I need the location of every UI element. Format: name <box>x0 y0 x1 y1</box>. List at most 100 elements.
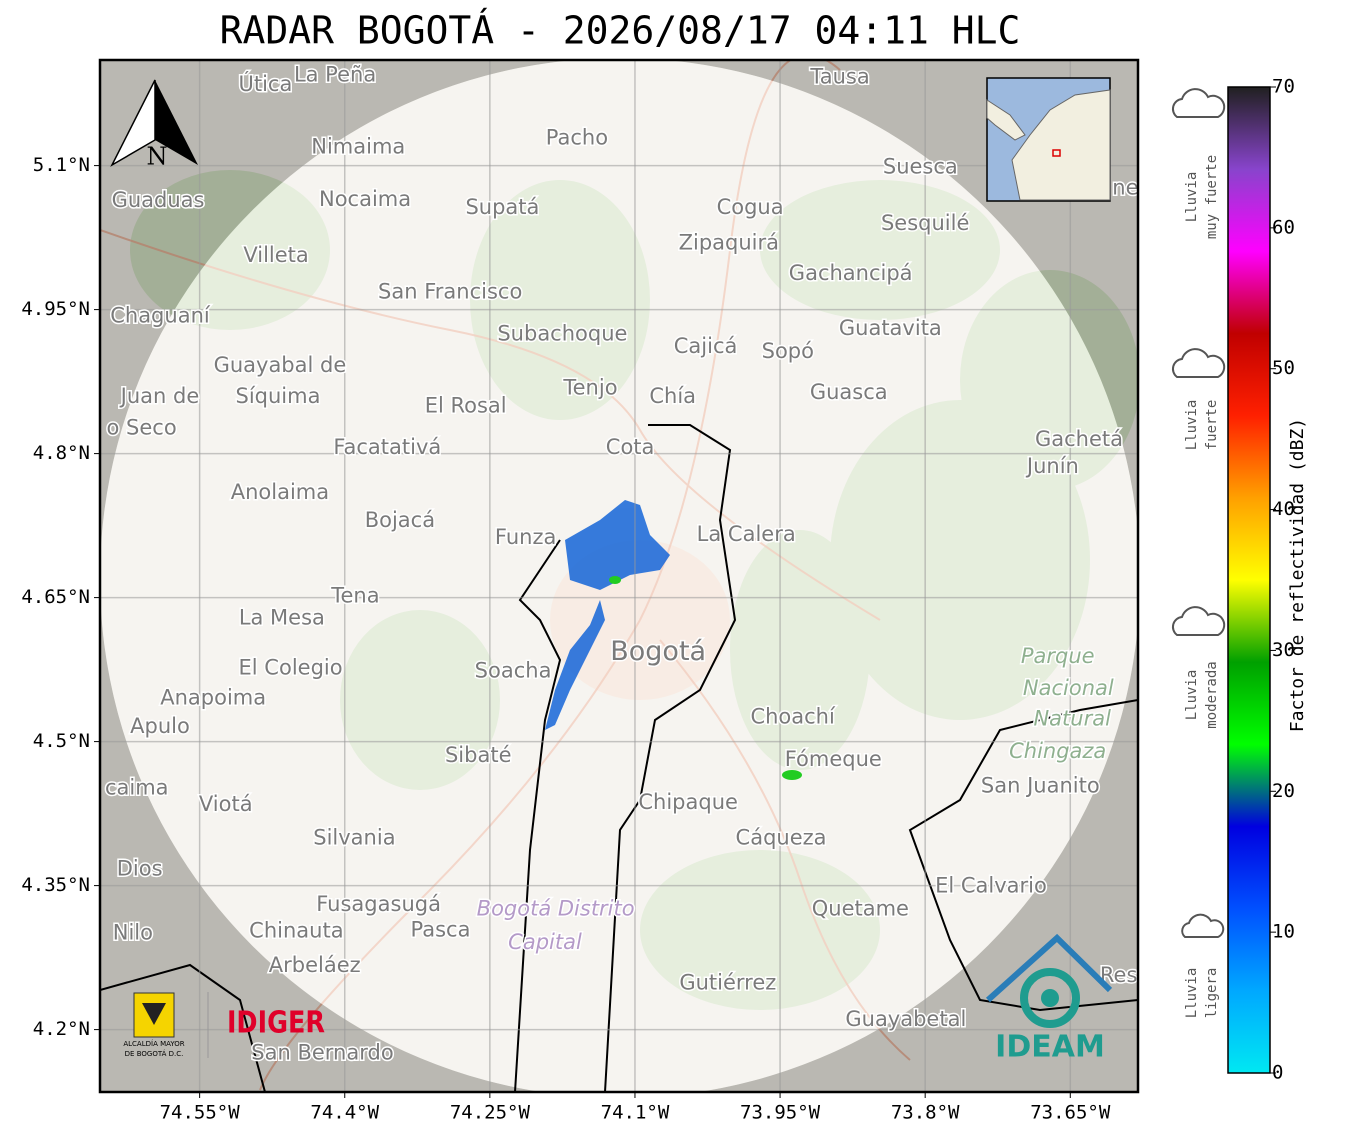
colorbar-label: Factor de reflectividad (dBZ) <box>1287 418 1308 732</box>
place-label: Gutiérrez <box>679 971 776 995</box>
place-label: Guatavita <box>839 316 942 340</box>
place-label: El Rosal <box>425 394 507 418</box>
y-tick-label: 5.1°N <box>33 154 90 176</box>
place-label: Cáqueza <box>736 826 827 850</box>
logo-text: ALCALDÍA MAYOR <box>123 1039 184 1048</box>
vegetation <box>130 170 1138 1010</box>
place-label: La Peña <box>294 62 376 86</box>
rain-label: Lluvia <box>1184 968 1200 1019</box>
colorbar-scale <box>1227 86 1271 1074</box>
basemap <box>100 60 1138 1092</box>
place-label: Arbeláez <box>269 953 361 977</box>
place-label: Parque <box>1021 644 1095 668</box>
place-label: Guayabetal <box>845 1007 966 1031</box>
place-labels: Útica La Peña Tausa Pacho Nimaima Guaduas Noca… <box>103 61 1140 1066</box>
north-label: N <box>147 143 168 171</box>
place-label: La Mesa <box>239 606 325 630</box>
place-label: Juan de <box>119 384 200 408</box>
place-label: Chipaque <box>638 790 738 814</box>
colorbar-tick-label: 50 <box>1272 357 1295 379</box>
rain-label: muy fuerte <box>1204 155 1220 239</box>
place-label: Viotá <box>199 792 253 816</box>
place-label: Bogotá <box>610 636 706 667</box>
place-label: Sibaté <box>445 743 512 767</box>
place-label: Zipaquirá <box>679 230 779 254</box>
place-label: Suesca <box>883 155 958 179</box>
place-label: Fómeque <box>785 747 882 771</box>
place-label: Gachancipá <box>789 261 913 285</box>
place-label: Anapoima <box>160 685 266 709</box>
place-label: Tenjo <box>562 375 617 399</box>
place-label: Supatá <box>465 195 539 219</box>
place-label: Funza <box>495 525 556 549</box>
grid <box>100 60 1138 1092</box>
y-tick-label: 4.95°N <box>21 298 90 320</box>
place-label: Cajicá <box>674 334 738 358</box>
x-tick-label: 73.95°W <box>740 1102 821 1124</box>
x-tick-label: 74.1°W <box>601 1102 670 1124</box>
place-label: Choachí <box>750 705 836 729</box>
x-tick-label: 74.25°W <box>450 1102 531 1124</box>
place-label: Sesquilé <box>881 211 969 235</box>
roads <box>100 60 911 1091</box>
colorbar-tick-label: 40 <box>1272 498 1295 520</box>
place-label: Soacha <box>475 659 552 683</box>
ideam-logo: IDEAM <box>985 933 1113 1065</box>
place-label: El Colegio <box>239 656 343 680</box>
colorbar-tick-label: 20 <box>1272 780 1295 802</box>
place-label: Nimaima <box>311 134 405 158</box>
logo-text: DE BOGOTÁ D.C. <box>125 1049 184 1058</box>
x-tick-label: 73.65°W <box>1030 1102 1111 1124</box>
colorbar-tick-label: 0 <box>1272 1062 1283 1084</box>
x-tick-label: 74.4°W <box>310 1102 379 1124</box>
rain-label: fuerte <box>1204 400 1220 451</box>
place-label: Pasca <box>411 918 471 942</box>
logo-text: IDIGER <box>227 1005 325 1041</box>
place-label: caima <box>105 776 169 800</box>
place-label: La Calera <box>697 522 796 546</box>
radar-echoes <box>545 500 670 730</box>
place-label: o Seco <box>107 416 177 440</box>
place-label: Facatativá <box>333 435 441 459</box>
place-label: Villeta <box>243 243 308 267</box>
place-label: Guasca <box>810 380 888 404</box>
alcaldia-logo: ALCALDÍA MAYOR DE BOGOTÁ D.C. IDIGER <box>123 992 325 1058</box>
logo-text: IDEAM <box>995 1030 1105 1065</box>
inset-map <box>986 77 1111 202</box>
y-tick-label: 4.5°N <box>33 730 90 752</box>
radar-echoes-green <box>609 576 802 780</box>
place-label: Dios <box>117 856 163 880</box>
place-label: Nacional <box>1023 676 1114 700</box>
place-label: Cota <box>606 435 655 459</box>
place-label: Guaduas <box>112 188 205 212</box>
place-label: El Calvario <box>935 874 1047 898</box>
place-label: Capital <box>508 930 582 954</box>
y-tick-label: 4.65°N <box>21 586 90 608</box>
colorbar-tick-label: 70 <box>1272 76 1295 98</box>
place-label: Bogotá Distrito <box>477 897 635 921</box>
place-label: Útica <box>238 71 292 96</box>
place-label: Subachoque <box>497 322 627 346</box>
place-label: ne <box>1112 176 1138 200</box>
place-label: Tena <box>330 584 379 608</box>
y-tick-label: 4.2°N <box>33 1018 90 1040</box>
colorbar-tick-label: 10 <box>1272 921 1295 943</box>
place-label: Apulo <box>130 714 190 738</box>
place-label: Síquima <box>236 384 321 408</box>
x-tick-label: 73.8°W <box>891 1102 960 1124</box>
place-label: San Francisco <box>378 279 522 303</box>
y-tick-label: 4.35°N <box>21 874 90 896</box>
place-label: Junín <box>1025 454 1079 478</box>
place-label: Sopó <box>762 339 814 363</box>
boundaries <box>100 424 1138 1092</box>
colorbar: Factor de reflectividad (dBZ) 0 10 20 30 40 5… <box>1227 76 1308 1084</box>
north-arrow: N <box>110 79 198 171</box>
y-tick-label: 4.8°N <box>33 442 90 464</box>
place-label: Nilo <box>113 921 153 945</box>
place-label: Fusagasugá <box>316 892 441 916</box>
place-label: Bojacá <box>365 508 435 532</box>
colorbar-tick-label: 60 <box>1272 216 1295 238</box>
place-label: Chinauta <box>249 919 343 943</box>
place-label: Natural <box>1033 707 1111 731</box>
place-label: Guayabal de <box>214 353 347 377</box>
